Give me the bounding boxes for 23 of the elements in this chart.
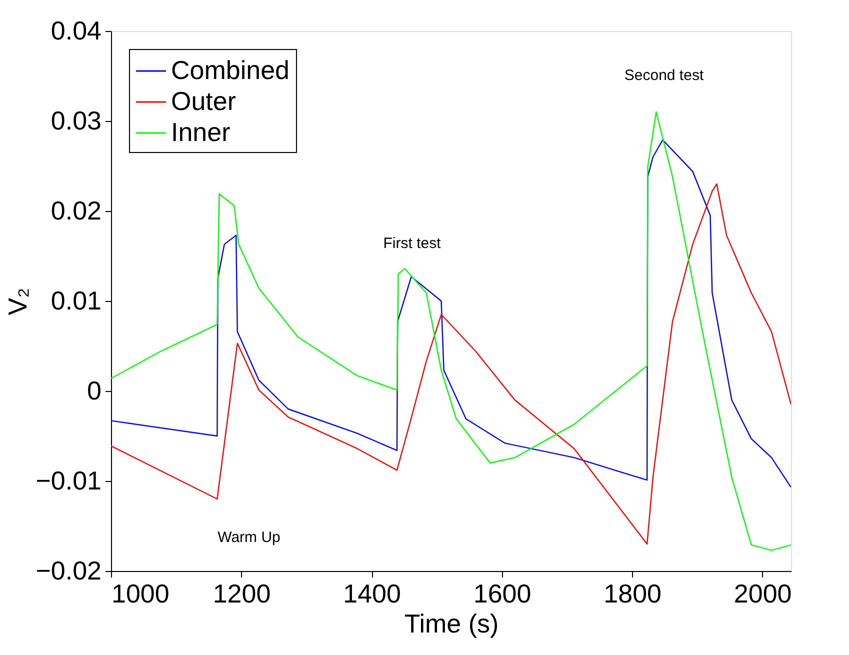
x-tick-label: 1000 <box>112 578 170 608</box>
legend-label: Combined <box>171 55 290 85</box>
line-series <box>111 183 791 545</box>
y-tick-label: 0.02 <box>50 196 102 226</box>
y-tick-label: 0.04 <box>50 16 102 46</box>
annotation: First test <box>383 235 442 252</box>
x-tick-label: 2000 <box>734 578 792 608</box>
x-tick-label: 1800 <box>604 578 662 608</box>
x-tick-label: 1600 <box>473 578 532 608</box>
y-axis-title: V₂ <box>2 288 33 316</box>
y-tick-label: −0.01 <box>36 466 102 496</box>
line-series <box>111 111 791 551</box>
y-tick-label: 0.01 <box>50 286 102 316</box>
annotation: Warm Up <box>218 529 280 546</box>
y-tick-label: 0 <box>87 376 102 406</box>
y-tick-label: −0.02 <box>36 556 102 586</box>
legend-label: Outer <box>171 86 236 116</box>
x-tick-label: 1400 <box>343 578 401 608</box>
x-tick-label: 1200 <box>212 578 271 608</box>
annotation: Second test <box>624 67 704 84</box>
y-tick-label: 0.03 <box>50 106 102 136</box>
legend-label: Inner <box>171 117 231 147</box>
x-axis-title: Time (s) <box>404 608 499 638</box>
